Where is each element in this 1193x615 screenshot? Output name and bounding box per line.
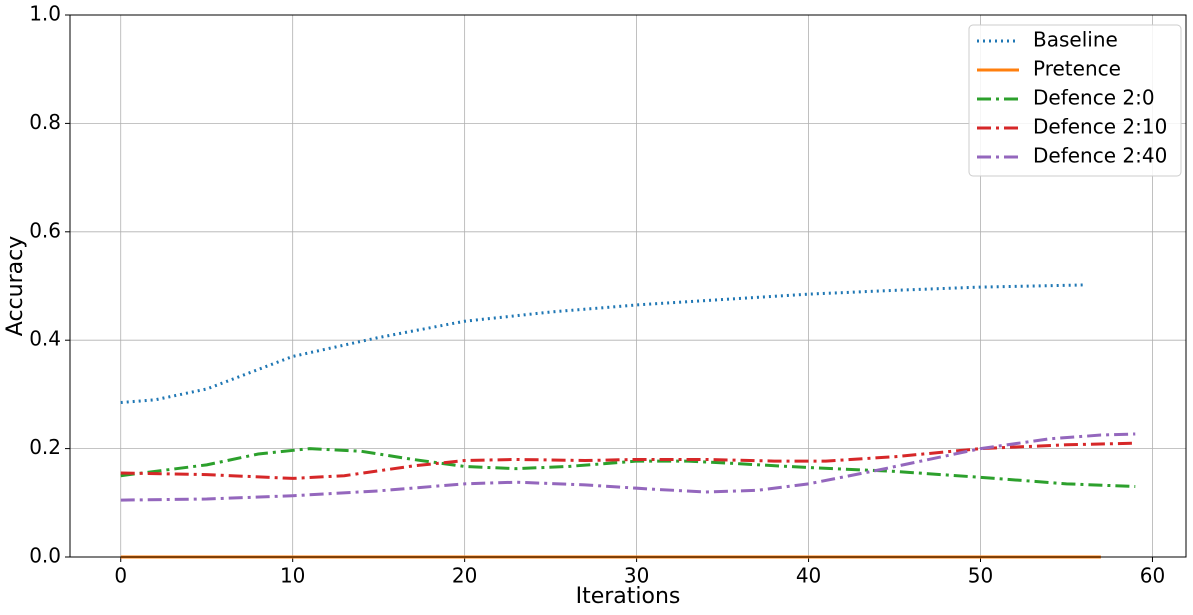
- legend-label: Baseline: [1033, 28, 1118, 52]
- x-tick-label: 30: [624, 564, 649, 588]
- line: [120, 432, 1136, 502]
- y-tick-label: 0.2: [29, 435, 61, 459]
- line: [120, 447, 1136, 489]
- x-tick-label: 50: [968, 564, 993, 588]
- y-axis-label: Accuracy: [3, 236, 28, 336]
- y-tick-label: 1.0: [29, 2, 61, 26]
- x-tick-label: 0: [114, 564, 127, 588]
- plot-frame: [69, 14, 1187, 558]
- legend-label: Defence 2:40: [1033, 144, 1167, 168]
- x-axis-label: Iterations: [576, 584, 681, 609]
- legend-box: [968, 24, 1182, 177]
- line: [120, 441, 1136, 480]
- y-tick-label: 0.0: [29, 544, 61, 568]
- x-tick-label: 10: [280, 564, 305, 588]
- legend-label: Pretence: [1033, 57, 1121, 81]
- legend-label: Defence 2:0: [1033, 86, 1155, 110]
- legend-label: Defence 2:10: [1033, 115, 1167, 139]
- y-tick-label: 0.6: [29, 218, 61, 242]
- y-tick-label: 0.8: [29, 110, 61, 134]
- x-tick-label: 20: [452, 564, 477, 588]
- line: [120, 283, 1084, 405]
- y-tick-label: 0.4: [29, 327, 61, 351]
- x-tick-label: 40: [796, 564, 821, 588]
- x-tick-label: 60: [1140, 564, 1165, 588]
